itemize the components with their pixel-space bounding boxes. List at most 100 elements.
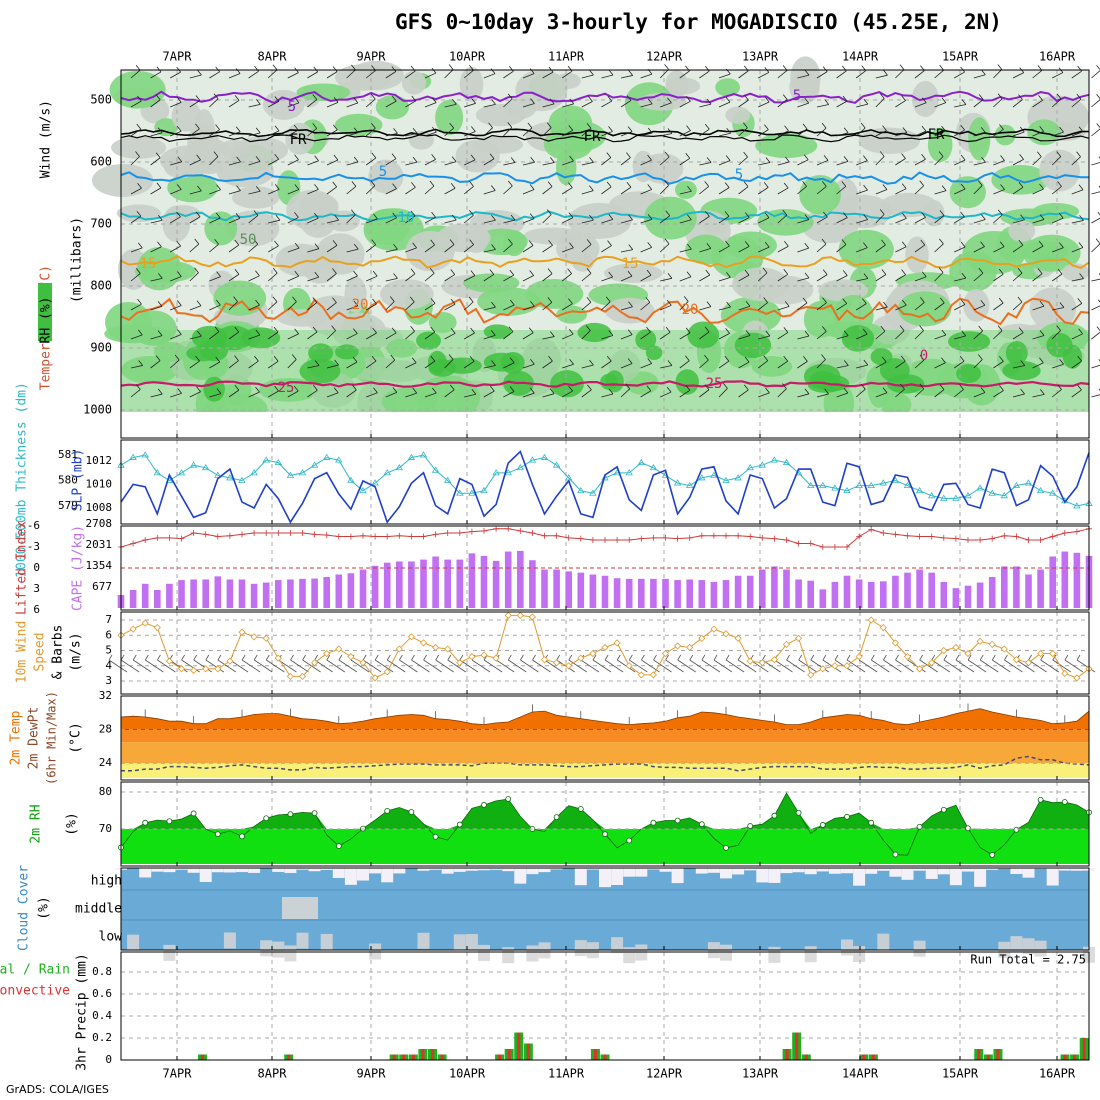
rh-dark-blob <box>675 369 699 395</box>
wind-barb-flag <box>810 654 815 661</box>
wind-barb <box>601 393 614 398</box>
wind-barb <box>816 186 827 195</box>
cape-bar <box>202 579 209 608</box>
wind-speed-point <box>129 625 137 633</box>
wind-barb <box>679 100 691 108</box>
wind-barb-flag <box>353 300 359 307</box>
wind-barb-flag <box>881 239 886 246</box>
wind-barb <box>836 70 847 79</box>
wind-barb-flag <box>980 300 986 306</box>
wind-barb <box>307 71 318 79</box>
wind-barb <box>108 659 128 673</box>
wind-barb-flag <box>391 327 397 334</box>
wind-barb <box>758 246 770 253</box>
rh-dark-blob <box>443 357 482 374</box>
wind-barb-flag <box>312 297 318 303</box>
thickness-point <box>577 486 585 494</box>
cloud-high-gap <box>671 868 684 884</box>
wind-barb <box>150 132 163 137</box>
wind-barb-flag <box>687 243 692 250</box>
wind-barb <box>385 217 397 224</box>
wind-barb-flag <box>157 127 163 134</box>
wind-barb-flag <box>469 210 474 216</box>
wind-barb-flag <box>978 325 984 332</box>
wind-barb <box>738 127 748 137</box>
precip-convective-bar <box>996 1049 1000 1060</box>
wind-barb <box>914 185 924 195</box>
wind-barb <box>365 303 377 311</box>
wind-barb-flag <box>881 269 887 275</box>
wind-barb-flag <box>882 387 888 393</box>
wind-barb-flag <box>980 241 985 247</box>
wind-barb <box>836 217 848 224</box>
slp-panel <box>120 439 1090 525</box>
rh-axis-label-overlay: RH (%) <box>39 297 54 344</box>
wind-barb-flag <box>843 387 849 394</box>
cape-panel <box>120 525 1090 611</box>
cloud-low-bar <box>720 944 732 961</box>
rh-contour-blob <box>715 78 741 97</box>
lifted-index-point <box>166 534 173 541</box>
wind-barb-flag <box>822 66 828 72</box>
wind-barb-flag <box>548 240 553 246</box>
cloud-high-gap <box>1070 868 1083 871</box>
wind-barb <box>855 70 866 79</box>
cloud-low-bar <box>478 944 490 961</box>
wind-barb <box>1052 72 1064 79</box>
cloud-high-gap <box>913 868 926 871</box>
cloud-high-gap <box>707 868 720 873</box>
cloud-high-gap <box>986 868 999 870</box>
thickness-point <box>782 458 791 466</box>
lifted-index-point <box>940 534 947 541</box>
rh-contour-blob <box>401 70 427 95</box>
wind-barb-flag <box>254 355 259 362</box>
wind-barb <box>640 218 653 224</box>
lifted-index-point <box>251 530 258 536</box>
wind-barb <box>424 303 436 311</box>
wind-barb-flag <box>156 182 162 189</box>
wind-barb <box>699 70 710 79</box>
wind-barb-flag <box>155 94 161 100</box>
wind-barb <box>424 102 437 108</box>
wind-barb <box>836 335 849 340</box>
wind-barb <box>307 128 317 137</box>
wind-barb-flag <box>686 96 691 102</box>
wind-barb-flag <box>507 654 512 661</box>
wind-barb-flag <box>1064 654 1069 661</box>
wind-barb-flag <box>234 268 240 275</box>
rh-point <box>335 843 342 849</box>
thickness-point <box>141 451 149 458</box>
precip-tick-label: 0.6 <box>92 987 112 1000</box>
precip-convective-bar <box>871 1054 875 1060</box>
wind-barb <box>209 189 221 195</box>
wind-barb-flag <box>568 212 574 218</box>
wind-barb <box>522 218 535 224</box>
wind-barb <box>953 216 965 224</box>
wind-barb-flag <box>921 153 926 160</box>
wind-barb-flag <box>900 383 905 390</box>
wind-barb <box>423 659 442 673</box>
wind-barb <box>914 70 925 79</box>
wind-barb <box>483 274 495 282</box>
rh-contour-blob <box>475 103 526 127</box>
cloud-high-gap <box>623 868 636 877</box>
wind-barb <box>561 70 573 79</box>
cape-bar <box>444 559 451 608</box>
wind-barb <box>561 303 573 311</box>
thickness-point <box>806 481 815 488</box>
wind-barb-flag <box>177 388 182 394</box>
lifted-index-point <box>372 533 379 540</box>
wind-barb-flag <box>459 654 464 661</box>
lifted-index-point <box>505 525 512 532</box>
thickness-point <box>831 484 839 491</box>
wind-barb <box>150 335 163 340</box>
wind-barb-flag <box>743 181 749 187</box>
wind-barb-flag <box>374 654 379 661</box>
wind-barb-flag <box>216 184 221 190</box>
cloud-panel <box>120 867 1090 951</box>
wind-barb <box>130 215 142 224</box>
wind-barb <box>797 128 808 137</box>
wind-barb-flag <box>883 69 888 76</box>
wind-barb-flag <box>216 299 221 306</box>
contour-label: 50 <box>240 232 257 248</box>
